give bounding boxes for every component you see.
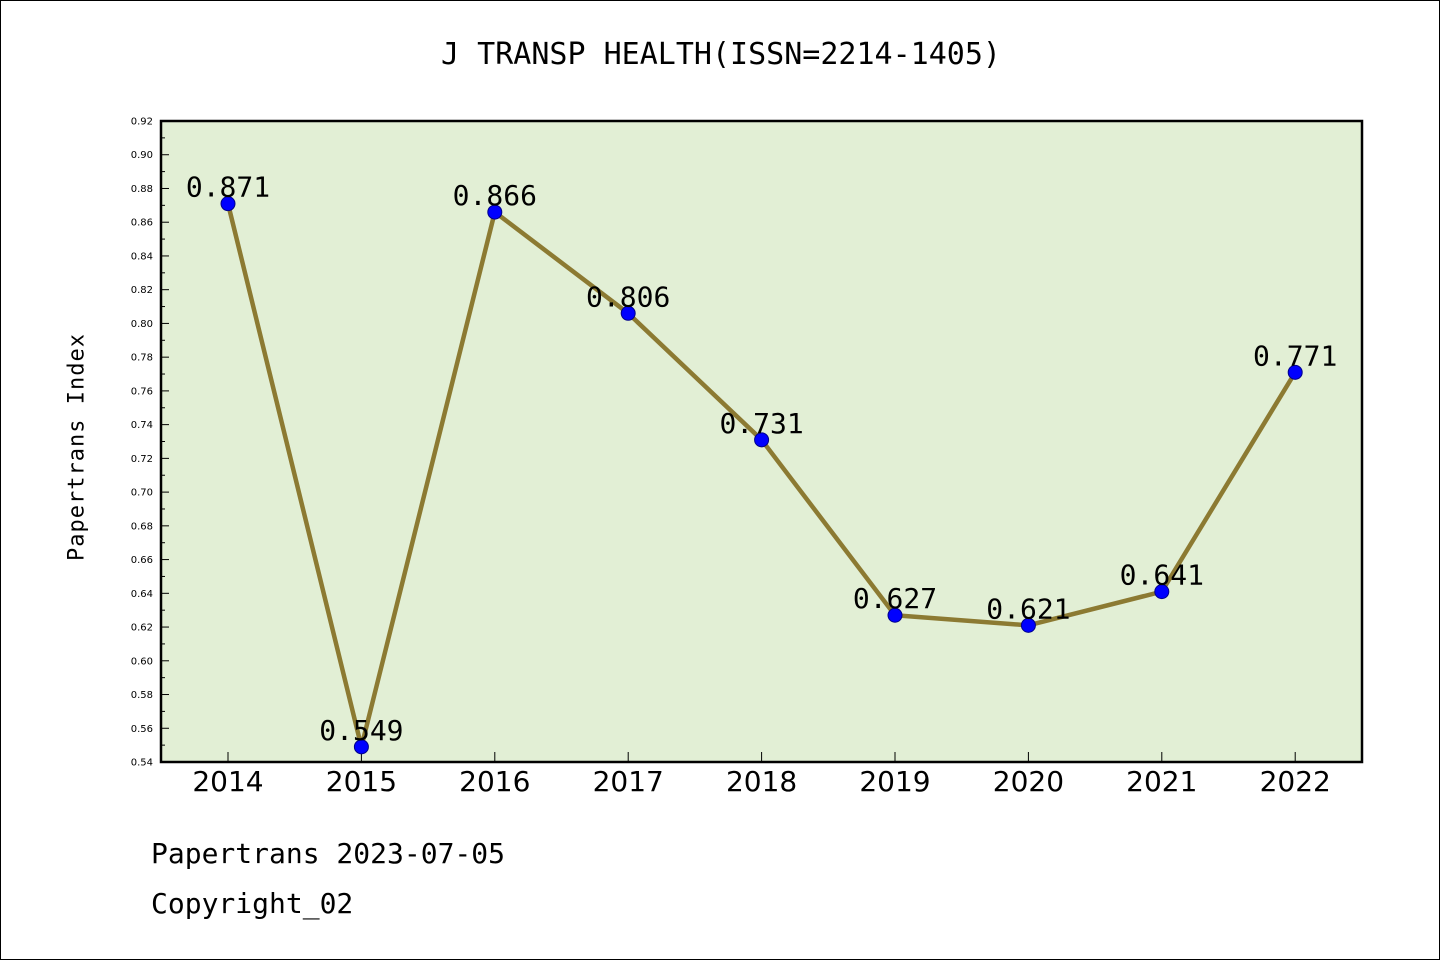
y-tick-label: 0.78 bbox=[131, 353, 153, 364]
data-point bbox=[487, 204, 503, 220]
x-tick-label: 2018 bbox=[726, 765, 797, 798]
x-tick-label: 2017 bbox=[593, 765, 664, 798]
data-label: 0.806 bbox=[586, 280, 670, 313]
data-point bbox=[1154, 584, 1170, 600]
y-tick-label: 0.54 bbox=[131, 758, 153, 769]
data-label: 0.731 bbox=[719, 407, 803, 440]
data-point bbox=[353, 739, 369, 755]
y-tick-label: 0.74 bbox=[131, 420, 153, 431]
footer-copyright: Copyright_02 bbox=[151, 887, 354, 920]
y-tick-label: 0.80 bbox=[131, 319, 153, 330]
data-point bbox=[620, 305, 636, 321]
x-tick-label: 2021 bbox=[1126, 765, 1197, 798]
data-point bbox=[220, 196, 236, 212]
y-tick-label: 0.82 bbox=[131, 285, 153, 296]
chart-title: J TRANSP HEALTH(ISSN=2214-1405) bbox=[441, 37, 1001, 72]
x-tick-label: 2014 bbox=[192, 765, 263, 798]
y-tick-label: 0.58 bbox=[131, 690, 153, 701]
y-tick-label: 0.66 bbox=[131, 555, 153, 566]
x-tick-label: 2019 bbox=[859, 765, 930, 798]
data-point bbox=[1287, 364, 1303, 380]
y-tick-label: 0.84 bbox=[131, 251, 153, 262]
y-tick-label: 0.70 bbox=[131, 488, 153, 499]
y-tick-label: 0.72 bbox=[131, 454, 153, 465]
y-tick-label: 0.76 bbox=[131, 386, 153, 397]
y-tick-label: 0.56 bbox=[131, 724, 153, 735]
y-tick-label: 0.90 bbox=[131, 150, 153, 161]
x-tick-label: 2015 bbox=[326, 765, 397, 798]
y-tick-label: 0.68 bbox=[131, 521, 153, 532]
y-tick-label: 0.86 bbox=[131, 218, 153, 229]
data-label: 0.871 bbox=[186, 171, 270, 204]
data-point bbox=[887, 607, 903, 623]
y-tick-label: 0.60 bbox=[131, 656, 153, 667]
data-label: 0.627 bbox=[853, 582, 937, 615]
x-tick-label: 2022 bbox=[1260, 765, 1331, 798]
y-tick-label: 0.92 bbox=[131, 117, 153, 128]
x-tick-label: 2020 bbox=[993, 765, 1064, 798]
y-tick-label: 0.62 bbox=[131, 623, 153, 634]
data-label: 0.771 bbox=[1253, 339, 1337, 372]
footer-date: Papertrans 2023-07-05 bbox=[151, 837, 506, 870]
y-tick-label: 0.64 bbox=[131, 589, 153, 600]
data-point bbox=[1020, 617, 1036, 633]
x-tick-label: 2016 bbox=[459, 765, 530, 798]
y-tick-label: 0.88 bbox=[131, 184, 153, 195]
data-label: 0.866 bbox=[453, 179, 537, 212]
data-point bbox=[754, 432, 770, 448]
data-label: 0.641 bbox=[1120, 559, 1204, 592]
data-label: 0.549 bbox=[319, 714, 403, 747]
data-label: 0.621 bbox=[986, 592, 1070, 625]
